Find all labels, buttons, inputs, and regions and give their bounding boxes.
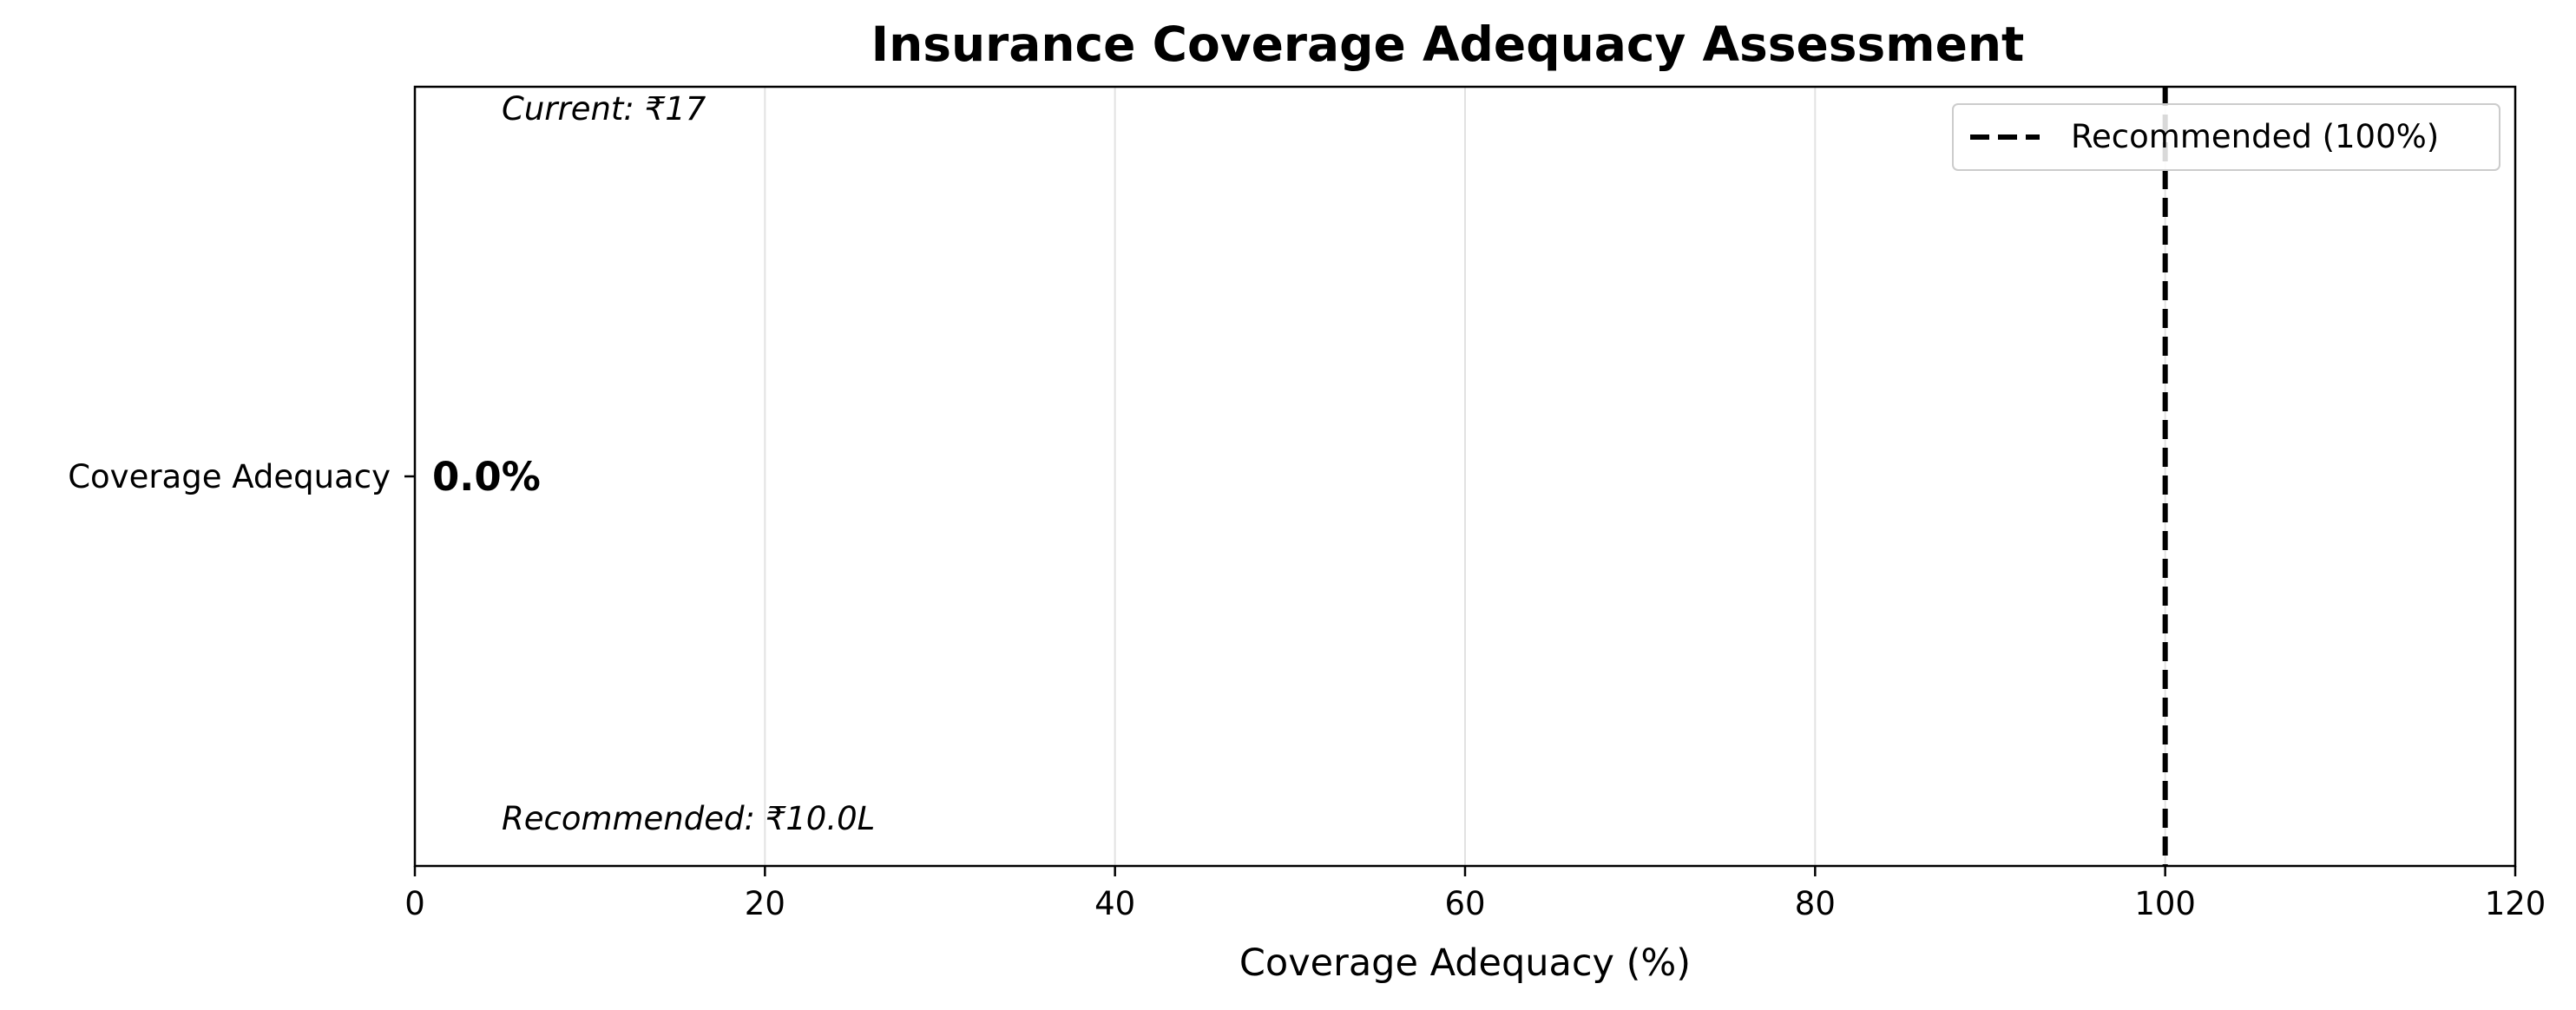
y-tick-label: Coverage Adequacy (68, 458, 391, 495)
legend: Recommended (100%) (1952, 103, 2500, 171)
chart-title: Insurance Coverage Adequacy Assessment (871, 16, 2025, 72)
y-axis-ticks: Coverage Adequacy (68, 458, 415, 495)
annotation-recommended: Recommended: ₹10.0L (502, 800, 875, 837)
x-axis-ticks: 0 20 40 60 80 100 120 (404, 866, 2546, 922)
x-tick-label: 80 (1795, 885, 1836, 922)
x-tick-label: 0 (404, 885, 425, 922)
value-label: 0.0% (432, 454, 541, 500)
legend-label-reference: Recommended (100%) (2071, 118, 2439, 155)
grid-lines (764, 87, 2166, 866)
x-tick-label: 40 (1094, 885, 1135, 922)
value-labels: 0.0% (432, 454, 541, 500)
x-tick-label: 20 (745, 885, 785, 922)
x-tick-label: 100 (2134, 885, 2196, 922)
x-tick-label: 60 (1444, 885, 1485, 922)
legend-box (1952, 103, 2500, 171)
x-axis-label: Coverage Adequacy (%) (1239, 941, 1691, 985)
x-tick-label: 120 (2485, 885, 2546, 922)
annotation-current: Current: ₹17 (502, 90, 706, 128)
